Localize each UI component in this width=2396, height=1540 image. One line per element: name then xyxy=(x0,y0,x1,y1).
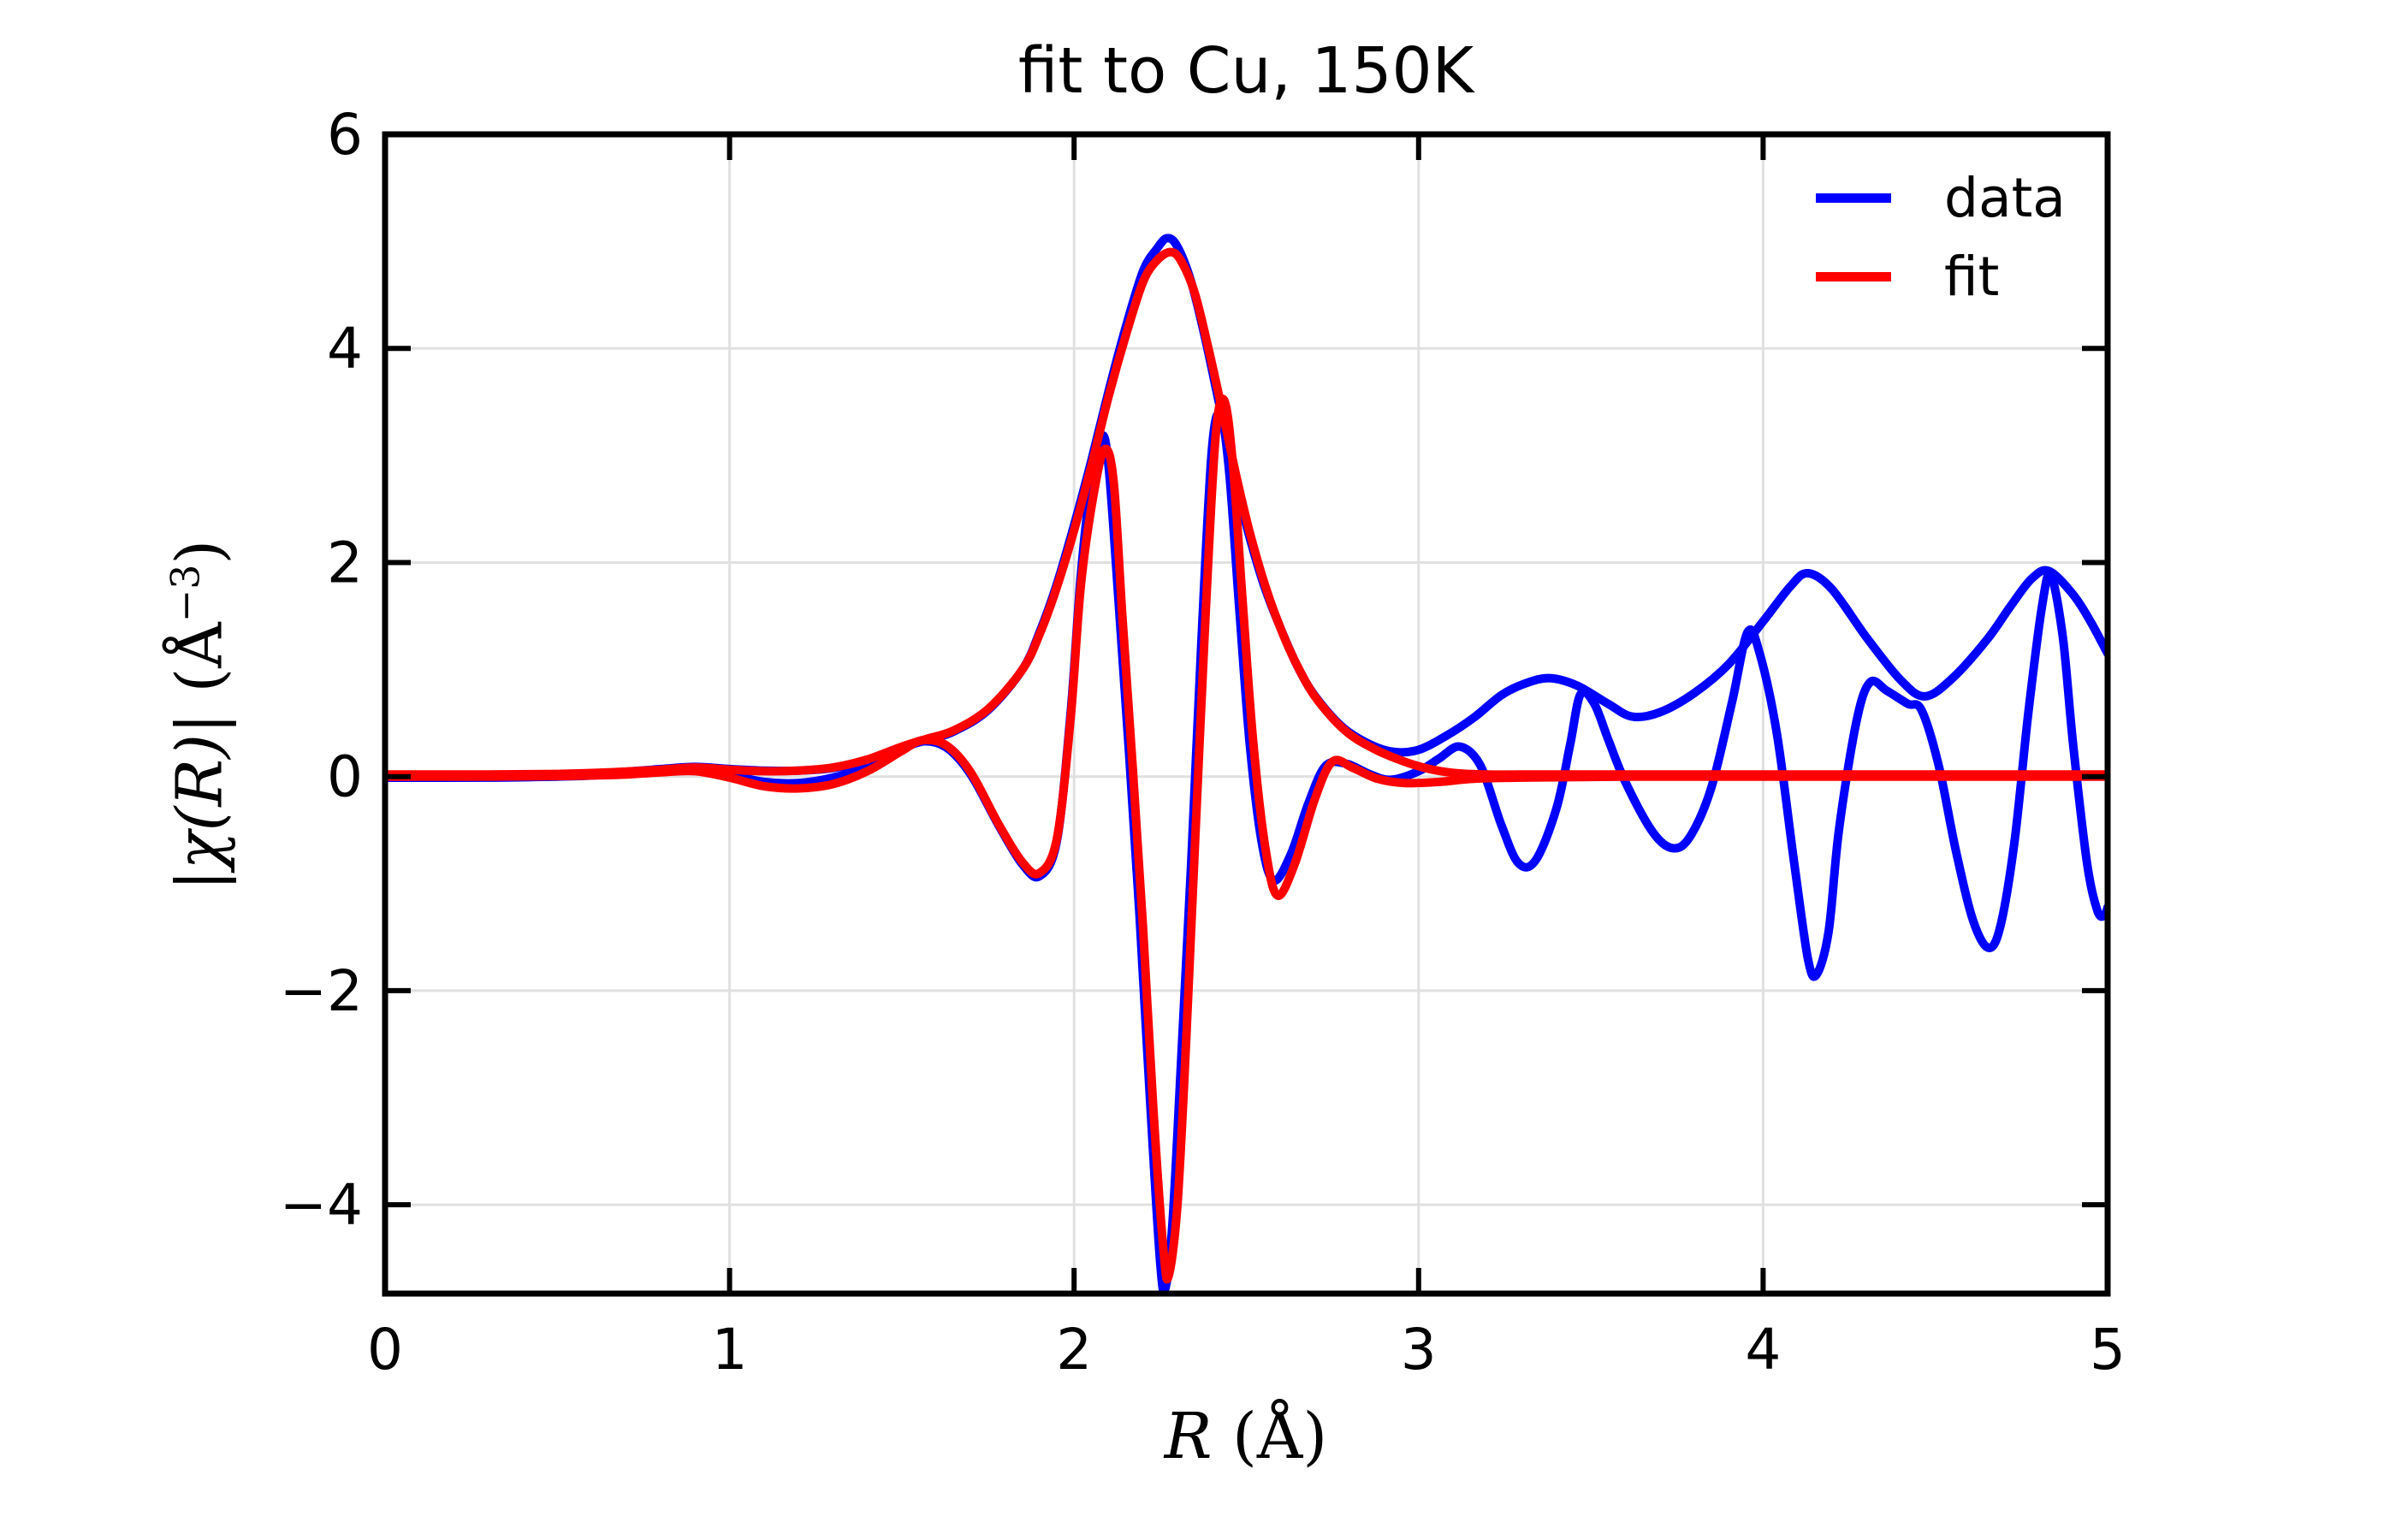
fit-line-swatch xyxy=(1816,271,1891,281)
curve-data-real-part xyxy=(385,409,2108,1294)
tick-marks xyxy=(383,132,2110,1294)
legend: data fit xyxy=(1816,164,2066,310)
x-label-unit: (Å) xyxy=(1212,1400,1328,1473)
x-tick-label: 0 xyxy=(367,1317,403,1383)
y-axis-label: |χ(R)| (Å−3) xyxy=(163,540,237,891)
curve-fit-real-part xyxy=(385,394,2108,1284)
y-tick-label: −2 xyxy=(280,958,363,1024)
curve-fit-magnitude xyxy=(385,247,2108,779)
x-label-quantity: R xyxy=(1164,1400,1213,1473)
legend-label-fit: fit xyxy=(1944,245,2000,308)
x-tick-label: 2 xyxy=(1056,1317,1092,1383)
tick-labels: 0 1 2 3 4 5 −4 −2 0 2 4 6 xyxy=(280,102,2126,1383)
axes-frame xyxy=(382,131,2111,1297)
chart-title: fit to Cu, 150K xyxy=(1017,34,1474,108)
legend-item-fit: fit xyxy=(1816,243,2066,310)
y-tick-label: −4 xyxy=(280,1172,363,1238)
x-tick-label: 4 xyxy=(1745,1317,1781,1383)
x-tick-label: 1 xyxy=(712,1317,748,1383)
x-tick-label: 5 xyxy=(2090,1317,2126,1383)
y-tick-label: 0 xyxy=(327,744,363,810)
x-axis-label: R (Å) xyxy=(1165,1400,1327,1473)
y-label-unit-post: ) xyxy=(163,539,237,565)
y-tick-label: 6 xyxy=(327,102,363,168)
y-label-unit-pre: (Å xyxy=(163,622,237,714)
y-label-quantity: |χ(R)| xyxy=(163,713,237,891)
y-tick-label: 4 xyxy=(327,316,363,382)
y-tick-label: 2 xyxy=(327,530,363,595)
curves xyxy=(385,234,2108,1294)
legend-label-data: data xyxy=(1944,166,2066,229)
x-tick-label: 3 xyxy=(1401,1317,1437,1383)
data-line-swatch xyxy=(1816,192,1891,203)
legend-item-data: data xyxy=(1816,164,2066,231)
y-label-exponent: −3 xyxy=(162,564,209,623)
